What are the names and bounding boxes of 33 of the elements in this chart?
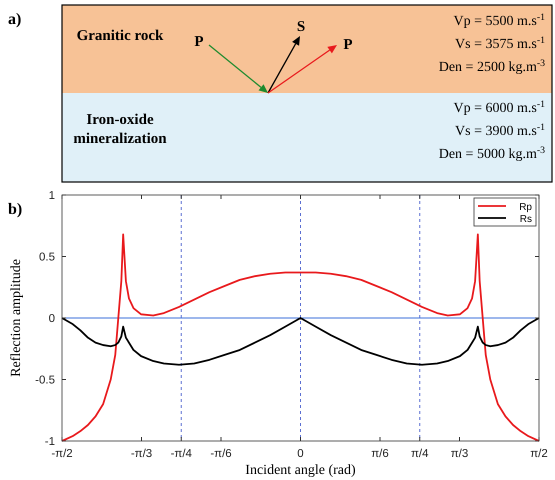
x-tick-label: 0	[297, 448, 304, 460]
text: a)	[8, 11, 22, 28]
x-tick-label: -π/6	[210, 448, 232, 460]
x-axis-title: Incident angle (rad)	[245, 463, 356, 478]
text: Den = 5000 kg.m$^{-3}$	[438, 144, 546, 162]
legend-label: Rs	[520, 214, 532, 225]
text: Vp = 6000 m.s$^{-1}$	[453, 98, 546, 116]
line-series	[61, 317, 540, 366]
text: Den = 2500 kg.m$^{-3}$	[438, 58, 546, 75]
x-tick-label: π/2	[530, 448, 548, 460]
text: P	[194, 34, 204, 50]
text: S	[296, 19, 306, 35]
x-tick-label: π/4	[410, 448, 430, 460]
y-tick-label: 0	[48, 313, 55, 325]
x-tick-label: -π/3	[130, 448, 152, 460]
legend-label: Rp	[519, 202, 532, 213]
chart-title: b)	[8, 201, 22, 218]
y-tick-label: 0.5	[39, 252, 55, 264]
y-axis-title: Reflection amplitude	[9, 259, 24, 377]
y-tick-label: -0.5	[35, 374, 55, 386]
x-tick-label: π/3	[450, 448, 468, 460]
x-tick-label: -π/4	[170, 448, 193, 460]
y-tick-label: 1	[48, 190, 55, 202]
text: Vp = 5500 m.s$^{-1}$	[453, 12, 546, 29]
text: Granitic rock	[76, 28, 164, 44]
text: P	[343, 37, 353, 53]
text: Vs = 3900 m.s$^{-1}$	[455, 122, 546, 139]
x-tick-label: -π/2	[51, 448, 73, 460]
x-tick-label: π/6	[371, 448, 389, 460]
text: Iron-oxide mineralization	[73, 112, 168, 147]
y-tick-label: -1	[44, 436, 55, 448]
text: Vs = 3575 m.s$^{-1}$	[455, 34, 546, 52]
line-series	[61, 233, 540, 442]
